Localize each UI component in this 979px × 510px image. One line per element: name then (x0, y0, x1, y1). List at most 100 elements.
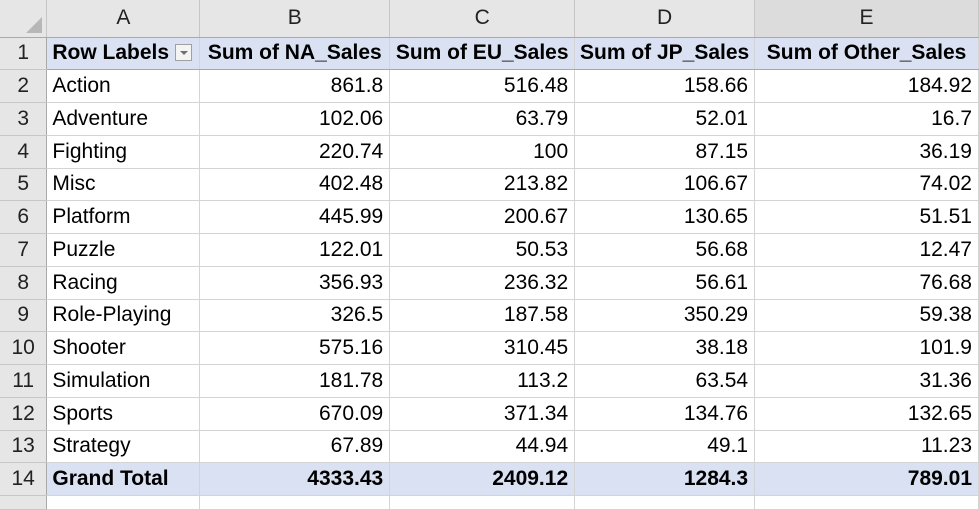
genre-cell[interactable]: Misc (46, 168, 201, 202)
other-sales-cell[interactable]: 12.47 (754, 233, 979, 267)
na-sales-cell[interactable]: 445.99 (199, 200, 391, 234)
eu-sales-cell[interactable]: 371.34 (389, 397, 576, 431)
other-sales-cell[interactable]: 36.19 (754, 135, 979, 169)
grand-total-jp[interactable]: 1284.3 (574, 462, 756, 496)
other-sales-cell[interactable]: 76.68 (754, 266, 979, 300)
genre-cell[interactable]: Action (46, 69, 201, 103)
row-header[interactable]: 13 (0, 430, 48, 464)
jp-sales-cell[interactable]: 158.66 (574, 69, 756, 103)
na-sales-cell[interactable]: 220.74 (199, 135, 391, 169)
genre-cell[interactable]: Adventure (46, 102, 201, 136)
row-header[interactable]: 12 (0, 397, 48, 431)
empty-cell[interactable] (754, 495, 979, 510)
genre-cell[interactable]: Puzzle (46, 233, 201, 267)
other-sales-cell[interactable]: 11.23 (754, 430, 979, 464)
row-header[interactable]: 8 (0, 266, 48, 300)
genre-cell[interactable]: Simulation (46, 364, 201, 398)
column-header-a[interactable]: A (46, 0, 201, 38)
row-header[interactable]: 3 (0, 102, 48, 136)
empty-cell[interactable] (199, 495, 391, 510)
eu-sales-cell[interactable]: 63.79 (389, 102, 576, 136)
eu-sales-cell[interactable]: 100 (389, 135, 576, 169)
na-sales-cell[interactable]: 861.8 (199, 69, 391, 103)
table-row: 10 Shooter 575.16 310.45 38.18 101.9 (0, 331, 979, 365)
jp-sales-cell[interactable]: 38.18 (574, 331, 756, 365)
na-sales-cell[interactable]: 122.01 (199, 233, 391, 267)
na-sales-cell[interactable]: 402.48 (199, 168, 391, 202)
jp-sales-cell[interactable]: 56.68 (574, 233, 756, 267)
field-header-eu[interactable]: Sum of EU_Sales (389, 37, 576, 71)
na-sales-cell[interactable]: 67.89 (199, 430, 391, 464)
jp-sales-cell[interactable]: 87.15 (574, 135, 756, 169)
row-labels-cell[interactable]: Row Labels (46, 37, 201, 71)
other-sales-cell[interactable]: 31.36 (754, 364, 979, 398)
row-header[interactable] (0, 495, 48, 510)
row-header[interactable]: 10 (0, 331, 48, 365)
na-sales-cell[interactable]: 670.09 (199, 397, 391, 431)
genre-cell[interactable]: Platform (46, 200, 201, 234)
column-header-d[interactable]: D (574, 0, 756, 38)
jp-sales-cell[interactable]: 52.01 (574, 102, 756, 136)
row-header[interactable]: 14 (0, 462, 48, 496)
row-header[interactable]: 7 (0, 233, 48, 267)
other-sales-cell[interactable]: 59.38 (754, 299, 979, 333)
select-all-corner[interactable] (0, 0, 48, 38)
table-row: 3 Adventure 102.06 63.79 52.01 16.7 (0, 102, 979, 136)
genre-cell[interactable]: Racing (46, 266, 201, 300)
grand-total-other[interactable]: 789.01 (754, 462, 979, 496)
eu-sales-cell[interactable]: 310.45 (389, 331, 576, 365)
jp-sales-cell[interactable]: 106.67 (574, 168, 756, 202)
genre-cell[interactable]: Strategy (46, 430, 201, 464)
jp-sales-cell[interactable]: 134.76 (574, 397, 756, 431)
na-sales-cell[interactable]: 575.16 (199, 331, 391, 365)
genre-cell[interactable]: Fighting (46, 135, 201, 169)
field-header-na[interactable]: Sum of NA_Sales (199, 37, 391, 71)
other-sales-cell[interactable]: 16.7 (754, 102, 979, 136)
eu-sales-cell[interactable]: 200.67 (389, 200, 576, 234)
row-header[interactable]: 1 (0, 37, 48, 71)
other-sales-cell[interactable]: 101.9 (754, 331, 979, 365)
field-header-jp[interactable]: Sum of JP_Sales (574, 37, 756, 71)
grand-total-eu[interactable]: 2409.12 (389, 462, 576, 496)
table-row: 9 Role-Playing 326.5 187.58 350.29 59.38 (0, 299, 979, 333)
row-header[interactable]: 6 (0, 200, 48, 234)
eu-sales-cell[interactable]: 516.48 (389, 69, 576, 103)
filter-dropdown-icon[interactable] (175, 44, 193, 62)
jp-sales-cell[interactable]: 130.65 (574, 200, 756, 234)
na-sales-cell[interactable]: 356.93 (199, 266, 391, 300)
field-header-other[interactable]: Sum of Other_Sales (754, 37, 979, 71)
eu-sales-cell[interactable]: 187.58 (389, 299, 576, 333)
na-sales-cell[interactable]: 181.78 (199, 364, 391, 398)
row-header[interactable]: 11 (0, 364, 48, 398)
genre-cell[interactable]: Sports (46, 397, 201, 431)
jp-sales-cell[interactable]: 49.1 (574, 430, 756, 464)
na-sales-cell[interactable]: 326.5 (199, 299, 391, 333)
other-sales-cell[interactable]: 132.65 (754, 397, 979, 431)
jp-sales-cell[interactable]: 350.29 (574, 299, 756, 333)
other-sales-cell[interactable]: 51.51 (754, 200, 979, 234)
genre-cell[interactable]: Role-Playing (46, 299, 201, 333)
jp-sales-cell[interactable]: 63.54 (574, 364, 756, 398)
jp-sales-cell[interactable]: 56.61 (574, 266, 756, 300)
row-header[interactable]: 4 (0, 135, 48, 169)
row-header[interactable]: 2 (0, 69, 48, 103)
empty-cell[interactable] (389, 495, 576, 510)
column-header-b[interactable]: B (199, 0, 391, 38)
column-header-e[interactable]: E (754, 0, 979, 38)
na-sales-cell[interactable]: 102.06 (199, 102, 391, 136)
other-sales-cell[interactable]: 74.02 (754, 168, 979, 202)
other-sales-cell[interactable]: 184.92 (754, 69, 979, 103)
grand-total-label[interactable]: Grand Total (46, 462, 201, 496)
row-header[interactable]: 9 (0, 299, 48, 333)
eu-sales-cell[interactable]: 50.53 (389, 233, 576, 267)
empty-cell[interactable] (46, 495, 201, 510)
eu-sales-cell[interactable]: 44.94 (389, 430, 576, 464)
row-header[interactable]: 5 (0, 168, 48, 202)
column-header-c[interactable]: C (389, 0, 576, 38)
eu-sales-cell[interactable]: 213.82 (389, 168, 576, 202)
empty-cell[interactable] (574, 495, 756, 510)
eu-sales-cell[interactable]: 236.32 (389, 266, 576, 300)
grand-total-na[interactable]: 4333.43 (199, 462, 391, 496)
genre-cell[interactable]: Shooter (46, 331, 201, 365)
eu-sales-cell[interactable]: 113.2 (389, 364, 576, 398)
